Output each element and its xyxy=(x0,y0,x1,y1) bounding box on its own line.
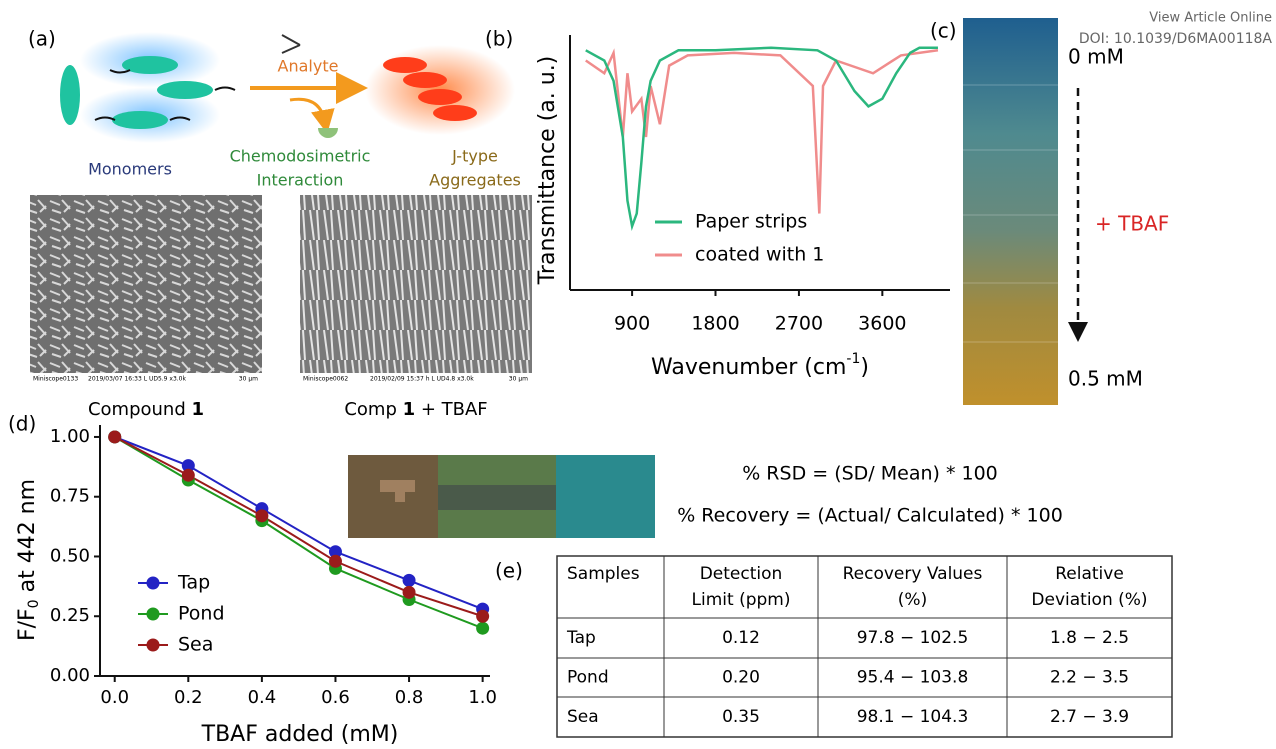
table-cell: 0.35 xyxy=(722,707,760,727)
aggregates: Aggregates xyxy=(429,171,521,190)
table-header: (%) xyxy=(898,590,927,610)
y-tick-label: 0.25 xyxy=(50,605,90,626)
formula: % RSD = (SD/ Mean) * 100 xyxy=(742,463,998,485)
legend-marker xyxy=(147,639,160,652)
panel-label: (c) xyxy=(930,19,957,43)
legend-label: Tap xyxy=(177,572,210,594)
y-axis-label: F/F0 at 442 nm xyxy=(15,479,42,641)
y-tick-label: 0.50 xyxy=(50,545,90,566)
sem-text: 2019/03/07 16:33 L UD5.9 x3.0k xyxy=(88,376,186,383)
sem-caption: Compound 1 xyxy=(88,399,204,420)
sem-text: Miniscope0062 xyxy=(303,376,348,383)
table-cell: 97.8 − 102.5 xyxy=(857,628,969,648)
table-header: Deviation (%) xyxy=(1031,590,1147,610)
x-tick-label: 3600 xyxy=(858,313,906,335)
x-tick-label: 1.0 xyxy=(468,687,497,708)
data-point xyxy=(255,509,268,522)
sem-text: 30 µm xyxy=(239,376,258,383)
table-header: Limit (ppm) xyxy=(692,590,791,610)
table-cell: 2.7 − 3.9 xyxy=(1050,707,1129,727)
page: {"header":{"view_article":"View Article … xyxy=(0,0,1276,749)
table-header: Samples xyxy=(567,564,640,584)
monomers-art xyxy=(60,32,515,143)
legend-marker xyxy=(147,577,160,590)
data-point xyxy=(108,430,121,443)
tbaf-label: + TBAF xyxy=(1095,212,1169,236)
conc-label: 0.5 mM xyxy=(1068,367,1143,391)
analyte: Analyte xyxy=(278,57,339,76)
table-cell: 0.12 xyxy=(722,628,760,648)
x-tick-label: 0.4 xyxy=(248,687,277,708)
paper-strips xyxy=(963,18,1058,405)
y-tick-label: 0.75 xyxy=(50,486,90,507)
data-point xyxy=(476,622,489,635)
legend-label: Paper strips xyxy=(695,211,807,233)
figure: View Article Online DOI: 10.1039/D6MA001… xyxy=(0,0,1276,749)
panel-label: (a) xyxy=(28,27,56,51)
data-point xyxy=(476,610,489,623)
water-photos xyxy=(348,455,655,538)
aggregates: J-type xyxy=(451,147,498,166)
table-cell: 0.20 xyxy=(722,668,760,688)
y-axis-label: Transmittance (a. u.) xyxy=(535,56,560,286)
panel-label: (e) xyxy=(495,559,523,583)
x-tick-label: 1800 xyxy=(691,313,739,335)
monomers: Monomers xyxy=(88,160,172,179)
table-header: Recovery Values xyxy=(843,564,983,584)
x-tick-label: 900 xyxy=(614,313,650,335)
panel-label: (b) xyxy=(485,27,513,51)
sem-text: Miniscope0133 xyxy=(33,376,78,383)
table-cell: 98.1 − 104.3 xyxy=(857,707,969,727)
table-cell: 1.8 − 2.5 xyxy=(1050,628,1129,648)
table-header: Detection xyxy=(700,564,783,584)
table-cell: Sea xyxy=(567,707,599,727)
x-axis-label: TBAF added (mM) xyxy=(201,722,399,747)
interaction: Interaction xyxy=(257,171,344,190)
x-tick-label: 0.8 xyxy=(395,687,424,708)
sem-text: 2019/02/09 15:37 h L UD4.8 x3.0k xyxy=(370,376,474,383)
spectrum xyxy=(586,48,938,227)
legend-marker xyxy=(147,608,160,621)
formula: % Recovery = (Actual/ Calculated) * 100 xyxy=(677,505,1063,527)
x-tick-label: 0.2 xyxy=(174,687,203,708)
x-tick-label: 0.6 xyxy=(321,687,350,708)
legend-label: Sea xyxy=(178,634,213,656)
interaction: Chemodosimetric xyxy=(230,147,371,166)
y-tick-label: 1.00 xyxy=(50,426,90,447)
y-tick-label: 0.00 xyxy=(50,665,90,686)
table-cell: 2.2 − 3.5 xyxy=(1050,668,1129,688)
legend-label: Pond xyxy=(178,603,225,625)
x-tick-label: 0.0 xyxy=(100,687,129,708)
data-point xyxy=(403,574,416,587)
sem-text: 30 µm xyxy=(509,376,528,383)
legend-label: coated with 1 xyxy=(695,244,824,266)
conc-label: 0 mM xyxy=(1068,45,1124,69)
panel-label: (d) xyxy=(8,412,36,436)
x-axis-label: Wavenumber (cm-1) xyxy=(651,351,869,380)
x-tick-label: 2700 xyxy=(775,313,823,335)
sem-caption: Comp 1 + TBAF xyxy=(344,399,487,420)
table-cell: Pond xyxy=(567,668,609,688)
table-header: Relative xyxy=(1055,564,1124,584)
table-cell: Tap xyxy=(566,628,596,648)
data-point xyxy=(329,555,342,568)
view-article[interactable]: View Article Online xyxy=(1149,11,1272,26)
data-point xyxy=(182,469,195,482)
data-point xyxy=(403,586,416,599)
sem-image xyxy=(30,195,262,385)
sem-image xyxy=(300,195,532,385)
table-cell: 95.4 − 103.8 xyxy=(857,668,969,688)
